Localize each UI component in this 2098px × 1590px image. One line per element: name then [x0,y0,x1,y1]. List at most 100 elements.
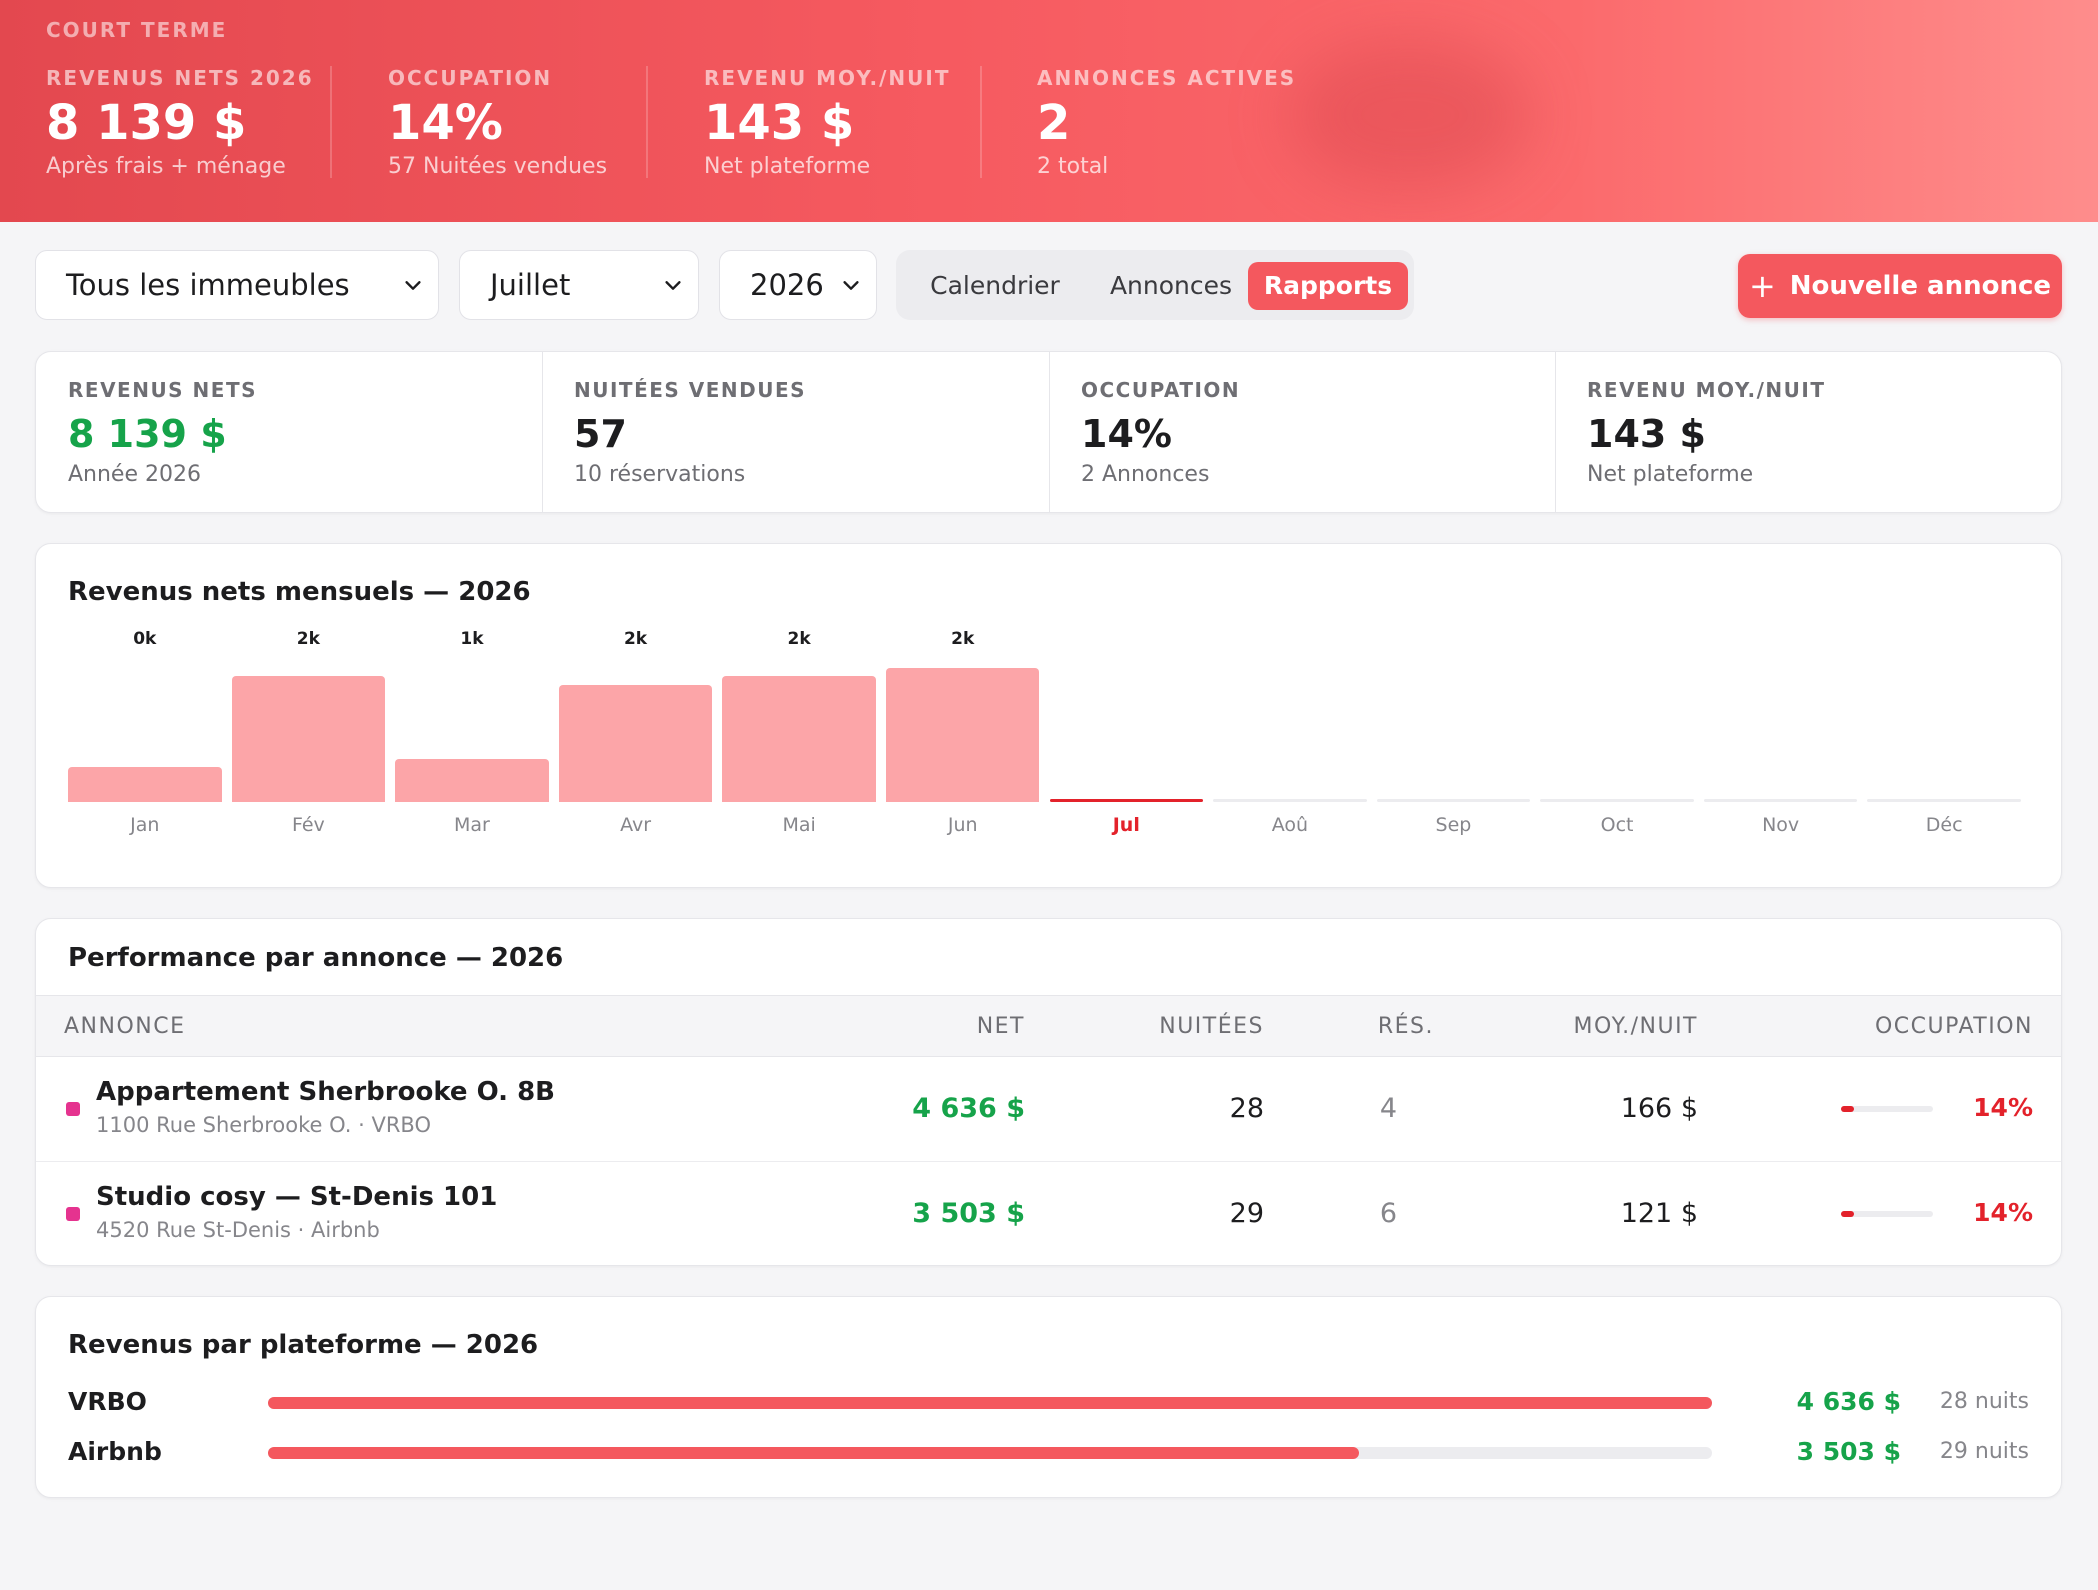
bar-sep[interactable] [1376,799,1531,802]
stat-divider [542,352,543,512]
platform-bar-fill [268,1447,1360,1459]
listing-net: 3 503 $ [912,1198,1025,1229]
bar-column-sep: Sep [1376,624,1531,860]
bar-jul[interactable] [1049,799,1204,802]
bar-déc[interactable] [1867,799,2021,802]
bar-column-jan: 0k Jan [68,624,222,860]
kpi-avg-night: REVENU MOY./NUIT 143 $ Net plateforme [704,66,950,179]
kpi-label: REVENUS NETS 2026 [46,66,314,90]
bar-column-aoû: Aoû [1213,624,1367,860]
listing-color-dot [66,1102,80,1116]
stats-card: REVENUS NETS 8 139 $ Année 2026 NUITÉES … [35,351,2062,513]
kpi-label: ANNONCES ACTIVES [1037,66,1297,90]
bar-column-jul: Jul [1049,624,1204,860]
month-label: Sep [1435,814,1472,836]
listing-occupation: 14% [1973,1093,2033,1122]
bar-jun[interactable] [885,668,1040,802]
kpi-value: 143 $ [704,95,855,151]
decorative-blur [1290,40,1530,190]
stat-nights-sold: NUITÉES VENDUES 57 10 réservations [542,352,1049,512]
bar-column-jun: 2k Jun [885,624,1040,860]
listing-address: 1100 Rue Sherbrooke O. · VRBO [96,1113,431,1137]
bar-value-label: 2k [951,629,975,649]
stat-occupation: OCCUPATION 14% 2 Annonces [1049,352,1555,512]
platform-revenue: 4 636 $ [1796,1387,1901,1416]
listing-name: Studio cosy — St-Denis 101 [96,1182,498,1212]
new-listing-button[interactable]: + Nouvelle annonce [1738,254,2062,318]
building-select[interactable]: Tous les immeubles [35,250,439,320]
stat-sub: Net plateforme [1587,462,1754,487]
stat-label: REVENU MOY./NUIT [1587,378,1826,402]
stat-avg-night: REVENU MOY./NUIT 143 $ Net plateforme [1555,352,2061,512]
bar-jan[interactable] [68,766,222,802]
kpi-active-listings: ANNONCES ACTIVES 2 2 total [1037,66,1296,179]
stat-value: 8 139 $ [68,412,227,456]
month-label: Mai [782,814,816,836]
kpi-value: 14% [388,95,503,151]
stat-divider [1555,352,1556,512]
bar-oct[interactable] [1540,799,1694,802]
tab-calendrier[interactable]: Calendrier [930,271,1060,300]
col-occupation: OCCUPATION [1874,1014,2033,1039]
month-select[interactable]: Juillet [459,250,699,320]
bar-column-avr: 2k Avr [558,624,713,860]
month-label: Fév [291,814,325,836]
table-row[interactable]: Studio cosy — St-Denis 101 4520 Rue St-D… [36,1161,2061,1265]
stat-sub: Année 2026 [68,462,201,487]
stat-value: 57 [574,412,627,456]
platform-title: Revenus par plateforme — 2026 [68,1330,539,1360]
year-select[interactable]: 2026 [719,250,877,320]
tab-annonces[interactable]: Annonces [1109,271,1233,300]
platform-nights: 29 nuits [1939,1439,2029,1464]
occupation-bar [1841,1211,1933,1217]
bar-value-label: 2k [296,629,320,649]
bar-value-label: 0k [133,629,157,649]
bar-aoû[interactable] [1213,799,1367,802]
bar-mar[interactable] [395,759,549,802]
listing-address: 4520 Rue St-Denis · Airbnb [96,1218,380,1242]
bar-column-mar: 1k Mar [395,624,549,860]
stat-divider [1049,352,1050,512]
stat-sub: 10 réservations [574,462,746,487]
month-label: Jul [1112,814,1140,836]
bar-avr[interactable] [558,685,713,802]
kpi-occupation: OCCUPATION 14% 57 Nuitées vendues [388,66,607,179]
table-header: ANNONCE NET NUITÉES RÉS. MOY./NUIT OCCUP… [36,995,2061,1057]
bar-column-déc: Déc [1867,624,2021,860]
occupation-bar-fill [1841,1106,1854,1112]
kpi-value: 2 [1037,95,1071,151]
platform-bar [268,1397,1712,1409]
chevron-down-icon [405,281,421,290]
chevron-down-icon [843,281,859,290]
kpi-sub: Après frais + ménage [46,154,286,180]
stat-label: REVENUS NETS [68,378,257,402]
kpi-divider [646,66,648,178]
platform-name: Airbnb [68,1437,162,1466]
kpi-divider [980,66,982,178]
month-label: Jan [130,814,160,836]
monthly-bar-chart: 0k Jan 2k Fév 1k Mar 2k Avr 2k Mai 2k Jun Jul Aoû Sep O… [68,624,2031,860]
table-row[interactable]: Appartement Sherbrooke O. 8B 1100 Rue Sh… [36,1057,2061,1161]
kpi-label: OCCUPATION [388,66,553,90]
plus-icon: + [1748,267,1776,305]
listing-nights: 28 [1229,1093,1264,1124]
bar-column-nov: Nov [1703,624,1858,860]
listing-net: 4 636 $ [912,1093,1025,1124]
bar-column-mai: 2k Mai [722,624,876,860]
kpi-net-revenue: REVENUS NETS 2026 8 139 $ Après frais + … [46,66,314,179]
platform-bar [268,1447,1712,1459]
stat-label: NUITÉES VENDUES [574,378,807,402]
listing-reservations: 4 [1379,1093,1397,1124]
bar-value-label: 2k [623,629,648,649]
bar-mai[interactable] [722,675,876,802]
tab-rapports[interactable]: Rapports [1248,262,1408,310]
performance-card: Performance par annonce — 2026 ANNONCE N… [35,918,2062,1266]
kpi-value: 8 139 $ [46,95,247,151]
bar-column-oct: Oct [1540,624,1694,860]
month-select-value: Juillet [490,268,571,302]
bar-nov[interactable] [1703,799,1858,802]
bar-fév[interactable] [231,675,386,802]
platform-revenue-card: Revenus par plateforme — 2026 VRBO 4 636… [35,1296,2062,1498]
year-select-value: 2026 [750,268,824,302]
stat-net-revenue: REVENUS NETS 8 139 $ Année 2026 [36,352,542,512]
